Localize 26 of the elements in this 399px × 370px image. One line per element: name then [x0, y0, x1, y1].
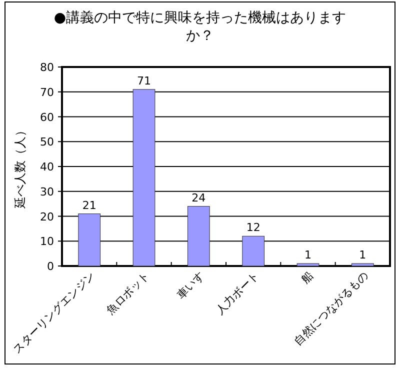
bar — [187, 206, 210, 266]
data-label: 1 — [359, 248, 366, 262]
bar — [351, 263, 374, 266]
bar — [78, 214, 101, 266]
y-tick-label: 80 — [40, 61, 54, 74]
bar — [296, 263, 320, 266]
data-label: 12 — [246, 221, 260, 234]
y-tick-label: 50 — [40, 136, 54, 149]
x-tick-label: 車いす — [174, 268, 207, 302]
bar — [132, 89, 156, 266]
data-label: 1 — [304, 248, 312, 262]
x-tick-label: 船 — [299, 268, 316, 286]
data-label: 21 — [82, 198, 96, 212]
x-tick-label: 人力ボート — [213, 268, 262, 318]
y-tick-label: 40 — [40, 160, 54, 174]
y-tick-label: 30 — [40, 185, 54, 198]
data-label: 71 — [137, 74, 151, 88]
data-label: 24 — [192, 191, 206, 204]
y-tick-label: 60 — [40, 110, 54, 124]
y-tick-label: 20 — [40, 210, 54, 224]
y-tick-label: 70 — [40, 86, 54, 99]
chart-title: ●講義の中で特に興味を持った機械はありますか？ — [54, 10, 346, 44]
y-tick-label: 10 — [40, 235, 54, 248]
x-tick-label: 魚ロボット — [104, 268, 152, 318]
y-axis-title: 延べ人数（人） — [13, 124, 27, 210]
bar — [242, 236, 265, 266]
